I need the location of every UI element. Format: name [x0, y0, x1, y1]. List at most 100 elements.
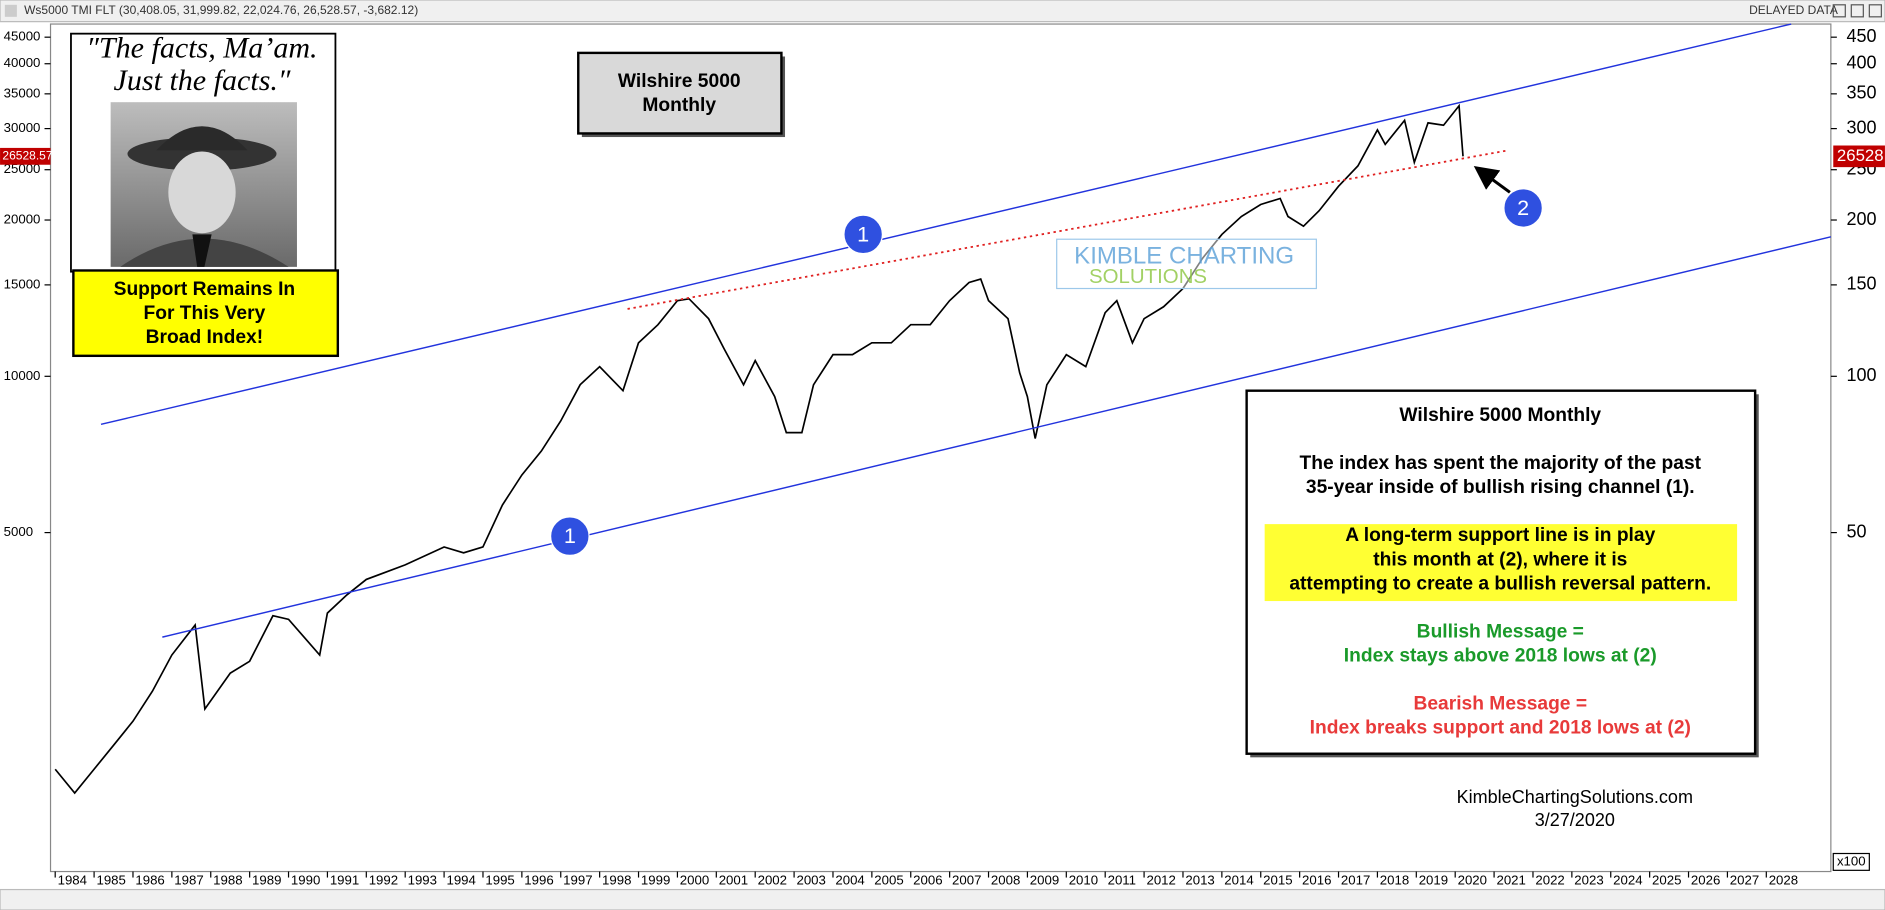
- x-tick-label: 1989: [252, 873, 281, 888]
- y-tick-label: 10000: [4, 368, 41, 383]
- x-tick-label: 2021: [1496, 873, 1525, 888]
- x-tick-label: 1988: [213, 873, 242, 888]
- price-tag-label: 26528.57: [2, 148, 52, 162]
- note-highlight: [1264, 524, 1738, 602]
- bearish-text: Index breaks support and 2018 lows at (2…: [1310, 718, 1691, 739]
- x-tick-label: 2015: [1263, 873, 1292, 888]
- x-tick-label: 1985: [96, 873, 125, 888]
- x-tick-label: 2019: [1419, 873, 1448, 888]
- callout: Broad Index!: [146, 327, 263, 348]
- window-button[interactable]: [1850, 4, 1864, 18]
- x-tick-label: 1992: [369, 873, 398, 888]
- status: DELAYED DATA: [1749, 3, 1838, 17]
- x-tick-label: 1984: [58, 873, 87, 888]
- bullish-text: Index stays above 2018 lows at (2): [1344, 645, 1657, 666]
- marker: [843, 214, 883, 255]
- x-tick-label: 2016: [1302, 873, 1331, 888]
- marker: [550, 516, 590, 556]
- note-text: 35-year inside of bullish rising channel…: [1306, 477, 1695, 498]
- note-highlight-text: this month at (2), where it is: [1373, 549, 1627, 570]
- x-tick-label: 2005: [874, 873, 903, 888]
- x-tick-label: 2009: [1030, 873, 1059, 888]
- x-tick-label: 1999: [641, 873, 670, 888]
- y-tick-label: 35000: [4, 85, 41, 100]
- lower-channel: [162, 236, 1832, 638]
- y-tick-label: 45000: [4, 29, 41, 44]
- price-tag: [0, 147, 51, 165]
- price-line: [54, 103, 1464, 795]
- window-button[interactable]: [1832, 4, 1846, 18]
- x-tick-label: 2006: [913, 873, 942, 888]
- x-tick-label: 2002: [758, 873, 787, 888]
- note-highlight-text: attempting to create a bullish reversal …: [1289, 573, 1711, 594]
- y2-tick-label: 200: [1846, 209, 1876, 229]
- y-tick-label: 20000: [4, 212, 41, 227]
- price-tag: [1833, 145, 1885, 168]
- header: Ws5000 TMI FLT (30,408.05, 31,999.82, 22…: [24, 3, 418, 17]
- x-tick-label: 2024: [1613, 873, 1642, 888]
- x-tick-label: 2023: [1574, 873, 1603, 888]
- x-tick-label: 2011: [1108, 873, 1136, 888]
- x-tick-label: 1997: [563, 873, 592, 888]
- callout: Support Remains In: [114, 279, 296, 300]
- x-tick-label: 2020: [1458, 873, 1487, 888]
- note-heading: Wilshire 5000 Monthly: [1399, 405, 1601, 426]
- callout-box: [72, 269, 340, 358]
- x-tick-label: 1996: [524, 873, 553, 888]
- quote: Just the facts.″: [114, 63, 291, 97]
- marker-label: 2: [1517, 195, 1529, 220]
- watermark: SOLUTIONS: [1089, 266, 1207, 288]
- y-tick-label: 5000: [4, 524, 33, 539]
- x-tick-label: 2014: [1224, 873, 1253, 888]
- x-tick-label: 2028: [1769, 873, 1798, 888]
- marker-label: 1: [564, 523, 576, 548]
- y-tick-label: 25000: [4, 161, 41, 176]
- x-tick-label: 2004: [835, 873, 864, 888]
- x-tick-label: 1990: [291, 873, 320, 888]
- watermark: KIMBLE CHARTING: [1074, 243, 1294, 270]
- note-text: The index has spent the majority of the …: [1300, 453, 1702, 474]
- x-tick-label: 2012: [1146, 873, 1175, 888]
- title: Monthly: [642, 95, 716, 116]
- x-tick-label: 1994: [446, 873, 475, 888]
- x-tick-label: 2022: [1535, 873, 1564, 888]
- credit: KimbleChartingSolutions.com: [1457, 787, 1693, 807]
- y2-tick-label: 100: [1846, 365, 1876, 385]
- x-tick-label: 2027: [1730, 873, 1759, 888]
- title: Wilshire 5000: [618, 71, 741, 92]
- y-tick-label: 40000: [4, 55, 41, 70]
- callout: For This Very: [144, 303, 266, 324]
- y2-tick-label: 400: [1846, 53, 1876, 73]
- window-button[interactable]: [1868, 4, 1882, 18]
- x-tick-label: 2001: [719, 873, 748, 888]
- marker: [1503, 188, 1543, 228]
- upper-channel: [100, 23, 1792, 426]
- x-tick-label: 1986: [135, 873, 164, 888]
- x-tick-label: 1998: [602, 873, 631, 888]
- y-tick-label: 30000: [4, 120, 41, 135]
- x-tick-label: 2008: [991, 873, 1020, 888]
- x-tick-label: 2026: [1691, 873, 1720, 888]
- quote: ″The facts, Ma’am.: [86, 30, 317, 64]
- x-tick-label: 2007: [952, 873, 981, 888]
- x-tick-label: 2025: [1652, 873, 1681, 888]
- arrow: [1473, 165, 1511, 194]
- x-tick-label: 2013: [1185, 873, 1214, 888]
- y-tick-label: 15000: [4, 276, 41, 291]
- x-tick-label: 1995: [485, 873, 514, 888]
- y2-tick-label: 450: [1846, 26, 1876, 46]
- y2-unit: x100: [1837, 853, 1866, 868]
- unit-box: [1832, 852, 1870, 871]
- x-tick-label: 1987: [174, 873, 203, 888]
- menu-icon[interactable]: [4, 4, 17, 17]
- y2-tick-label: 150: [1846, 274, 1876, 294]
- x-tick-label: 2017: [1341, 873, 1370, 888]
- x-tick-label: 2000: [680, 873, 709, 888]
- marker-label: 1: [857, 221, 869, 246]
- bottom-bar: [0, 888, 1885, 910]
- note-highlight-text: A long-term support line is in play: [1345, 525, 1655, 546]
- support-line: [627, 149, 1509, 310]
- x-tick-label: 1993: [408, 873, 437, 888]
- credit: 3/27/2020: [1535, 810, 1615, 830]
